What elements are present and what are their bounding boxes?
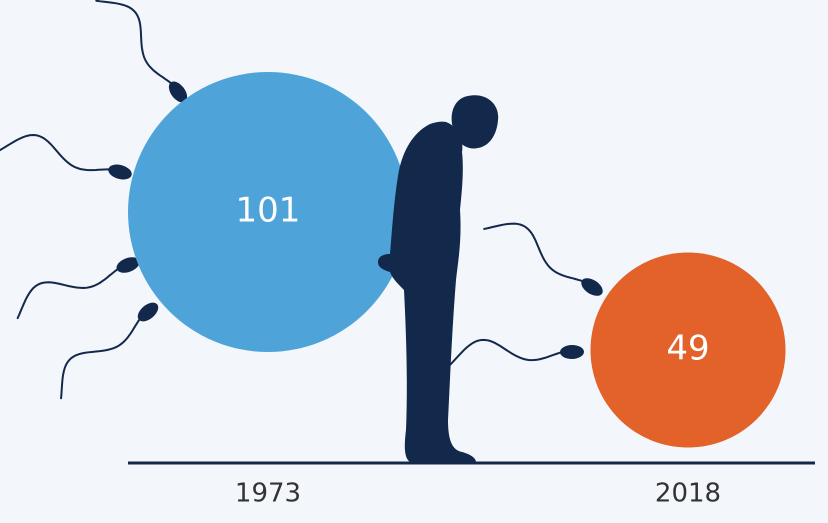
value-label: 101: [236, 191, 301, 231]
chart: 101 49 1973 2018: [0, 0, 828, 519]
category-label: 1973: [235, 479, 301, 509]
page: 10149 19732018 (() => { const data = JSO…: [0, 0, 828, 519]
category-label: 2018: [655, 479, 721, 509]
value-label: 49: [666, 329, 709, 369]
